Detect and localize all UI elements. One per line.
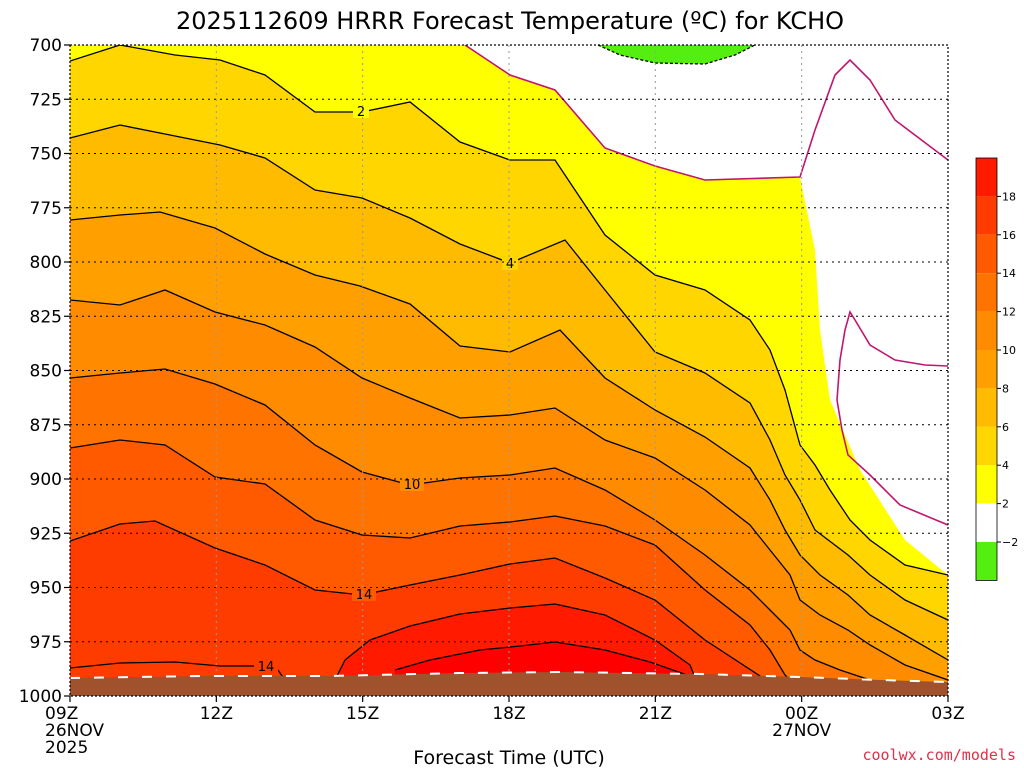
colorbar-swatch-10 [976,542,997,581]
contour-label-group: 2 4 10 14 14 [254,104,518,675]
colorbar-swatch-1 [976,196,997,235]
colorbar-tick-label-5: 8 [1002,382,1009,395]
colorbar-tick-label-0: 18 [1002,190,1016,203]
y-tick-label-700: 700 [30,36,62,56]
contour-18 [394,641,691,677]
grid-lines [70,45,948,696]
x-tick-label-3-top: 18Z [492,704,525,724]
y-tick-label-950: 950 [30,579,62,599]
y-tick-label-825: 825 [30,307,62,327]
contour-8 [70,289,948,681]
x-tick-label-0-top: 09Z [45,704,78,724]
freezing-lines [464,45,948,526]
contour-label-14-mid: 14 [356,588,373,603]
contour-14 [70,520,771,691]
y-tick-label-725: 725 [30,90,62,110]
colorbar-tick-label-6: 6 [1002,421,1009,434]
credit-text: coolwx.com/models [862,746,1016,764]
y-tick-label-1000: 1000 [19,687,62,707]
colorbar-swatch-2 [976,234,997,274]
colorbar-swatch-0 [976,158,997,197]
contour-label-4: 4 [506,257,514,272]
y-tick-label-750: 750 [30,145,62,165]
colorbar-swatch-6 [976,388,997,427]
colorbar-tick-label-2: 14 [1002,267,1016,280]
colorbar-swatch-8 [976,465,997,504]
freezing-line-top [464,45,948,181]
colorbar-swatch-9 [976,503,997,542]
colorbar-tick-label-1: 16 [1002,229,1016,242]
contour-label-2: 2 [357,105,365,120]
x-tick-label-0-mid: 26NOV [45,721,104,741]
contour-16 [334,603,701,691]
colorbar-tick-label-8: 2 [1002,498,1009,511]
x-tick-label-0-bottom: 2025 [45,738,88,758]
x-tick-label-5-mid: 27NOV [772,721,831,741]
contour-2 [70,45,948,576]
x-tick-label-2-top: 15Z [346,704,379,724]
y-tick-label-850: 850 [30,362,62,382]
colorbar: 18 16 14 12 10 8 6 4 2 −2 [975,157,1018,581]
colorbar-border [975,157,998,581]
surface-edge [70,670,948,683]
surface-terrain [70,672,948,696]
x-axis-label: Forecast Time (UTC) [413,747,604,768]
chart-title: 2025112609 HRRR Forecast Temperature (ºC… [176,7,844,35]
y-tick-label-775: 775 [30,199,62,219]
contour-label-14-low: 14 [258,660,275,675]
x-tick-label-4-top: 21Z [639,704,672,724]
contour-label-10: 10 [404,478,421,493]
band-below-minus2 [598,45,755,64]
y-axis: 700 725 750 775 800 825 850 875 900 925 950 975 1000 [19,36,70,707]
contour-6 [70,211,948,661]
colorbar-swatch-7 [976,426,997,466]
colorbar-swatch-4 [976,311,997,350]
colorbar-tick-label-9: −2 [1002,536,1018,549]
y-tick-label-875: 875 [30,416,62,436]
colorbar-tick-label-3: 12 [1002,306,1016,319]
colorbar-tick-label-4: 10 [1002,344,1016,357]
freezing-line-right [836,310,948,526]
colorbar-swatch-3 [976,273,997,312]
x-tick-label-1-top: 12Z [200,704,233,724]
contour-12 [70,439,801,691]
y-tick-label-800: 800 [30,253,62,273]
plot-area: 2 4 10 14 14 [70,45,948,696]
y-tick-label-925: 925 [30,524,62,544]
x-tick-label-5-top: 00Z [785,704,818,724]
contour-10 [70,368,948,696]
contour-minus2 [597,45,756,65]
y-tick-label-975: 975 [30,633,62,653]
y-tick-label-900: 900 [30,470,62,490]
colorbar-swatch-5 [976,350,997,389]
colorbar-tick-label-7: 4 [1002,459,1009,472]
x-tick-label-6-top: 03Z [931,704,964,724]
